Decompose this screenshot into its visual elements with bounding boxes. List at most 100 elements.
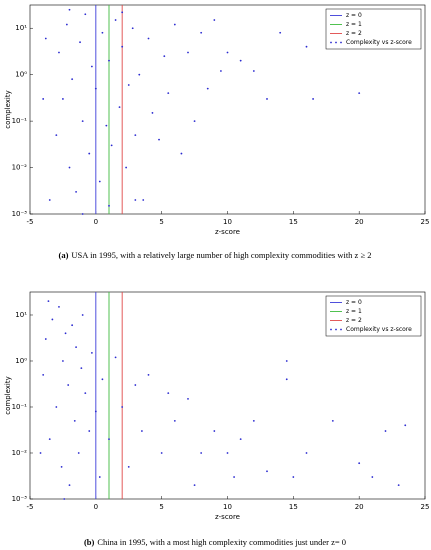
scatter-point (252, 70, 255, 72)
y-tick-label: 10⁰ (15, 71, 27, 79)
x-axis-label: z-score (215, 228, 240, 236)
x-tick-label: 0 (94, 503, 98, 511)
legend-swatch (330, 328, 332, 331)
scatter-point (305, 452, 308, 454)
scatter-point (160, 452, 163, 454)
caption-label: (a) (59, 250, 69, 260)
scatter-point (358, 92, 361, 95)
scatter-point (147, 373, 150, 376)
scatter-point (101, 31, 104, 34)
scatter-point (64, 332, 67, 335)
scatter-point (187, 51, 189, 54)
caption-label: (b) (84, 537, 95, 547)
scatter-point (187, 397, 189, 400)
legend-label: z = 0 (346, 299, 362, 306)
y-tick-label: 10⁻¹ (12, 403, 28, 411)
y-tick-label: 10⁻³ (12, 495, 28, 503)
scatter-point (193, 120, 196, 123)
scatter-point (206, 87, 209, 90)
scatter-point (266, 470, 268, 473)
x-tick-label: 5 (159, 503, 163, 511)
scatter-point (48, 438, 51, 441)
scatter-point (151, 112, 154, 114)
scatter-point (67, 384, 70, 386)
scatter-point (114, 19, 117, 21)
scatter-point (200, 452, 203, 454)
scatter-point (65, 23, 68, 26)
scatter-point (108, 438, 110, 441)
scatter-point (233, 476, 235, 478)
scatter-point (167, 92, 170, 95)
scatter-point (68, 8, 71, 11)
scatter-point (94, 410, 97, 413)
scatter-point (226, 51, 229, 54)
scatter-point (73, 419, 76, 422)
legend-label: z = 1 (346, 308, 362, 315)
x-tick-label: 10 (223, 503, 232, 511)
scatter-point (114, 356, 117, 359)
scatter-point (63, 498, 66, 500)
scatter-point (39, 452, 42, 454)
scatter-point (220, 70, 222, 72)
scatter-point (47, 300, 50, 303)
scatter-point (88, 152, 91, 155)
scatter-point (331, 419, 334, 422)
scatter-point (167, 392, 170, 395)
scatter-point (110, 144, 113, 147)
scatter-point (84, 392, 87, 395)
legend-swatch (340, 328, 342, 331)
scatter-point (90, 65, 93, 68)
scatter-point (84, 13, 87, 16)
scatter-point (98, 476, 101, 478)
scatter-point (42, 373, 45, 376)
scatter-point (58, 305, 60, 308)
legend-label: Complexity vs z-score (346, 326, 412, 333)
scatter-point (358, 462, 361, 465)
scatter-point (226, 452, 229, 454)
scatter-point (193, 484, 196, 487)
scatter-point (239, 438, 242, 441)
scatter-point (71, 78, 74, 81)
scatter-point (68, 166, 71, 169)
y-axis-label: complexity (4, 90, 12, 129)
scatter-point (134, 384, 137, 386)
scatter-point (252, 419, 255, 422)
scatter-point (285, 360, 288, 362)
legend-label: z = 2 (346, 317, 362, 324)
x-tick-label: 15 (289, 218, 298, 226)
scatter-point (127, 84, 130, 86)
legend-label: z = 0 (346, 12, 362, 19)
scatter-point (101, 378, 104, 381)
scatter-point (173, 23, 176, 26)
scatter-point (77, 452, 80, 454)
scatter-point (239, 59, 242, 62)
x-axis-label: z-score (215, 513, 240, 521)
scatter-point (266, 98, 268, 100)
scatter-point (397, 484, 400, 487)
caption: (a) USA in 1995, with a relatively large … (59, 250, 372, 260)
scatter-point (58, 51, 60, 54)
scatter-point (118, 106, 121, 109)
scatter-point (51, 318, 54, 321)
scatter-point (62, 98, 64, 100)
scatter-point (90, 351, 93, 354)
scatter-point (173, 419, 176, 422)
scatter-point (134, 199, 137, 201)
legend-label: z = 2 (346, 30, 362, 37)
scatter-point (213, 19, 216, 21)
y-tick-label: 10¹ (15, 311, 27, 319)
scatter-point (213, 430, 216, 432)
scatter-point (305, 45, 308, 48)
legend-swatch (340, 41, 342, 44)
scatter-point (384, 430, 387, 432)
y-tick-label: 10⁻² (12, 164, 28, 172)
scatter-point (292, 476, 295, 478)
scatter-point (80, 367, 83, 370)
scatter-point (279, 31, 282, 34)
scatter-point (121, 45, 124, 48)
y-tick-label: 10¹ (15, 24, 27, 32)
scatter-point (62, 360, 64, 362)
y-axis-label: complexity (4, 376, 12, 415)
scatter-point (371, 476, 374, 478)
y-tick-label: 10⁰ (15, 357, 27, 365)
